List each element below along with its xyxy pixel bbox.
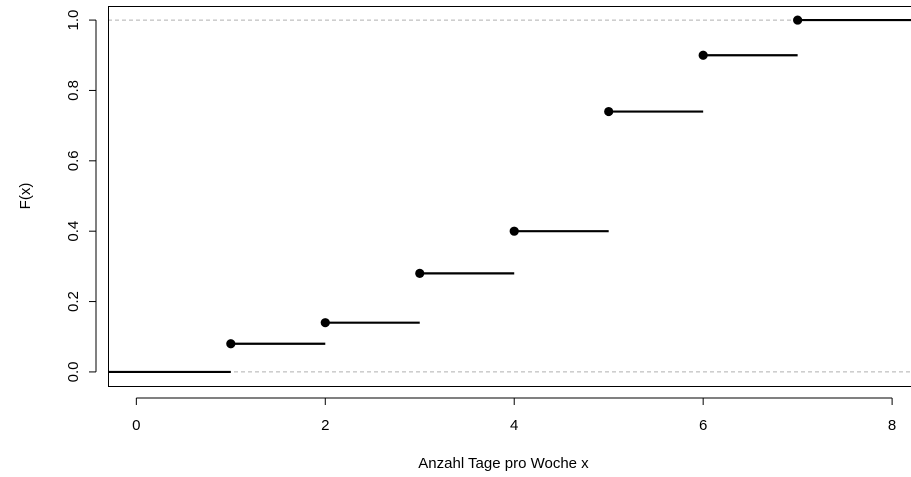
x-tick-label-1: 2: [321, 417, 329, 434]
step-point-6: [698, 50, 708, 60]
y-tick-label-1: 0.2: [65, 291, 82, 312]
x-tick-label-2: 4: [510, 417, 518, 434]
y-tick-label-3: 0.6: [65, 150, 82, 171]
step-point-4: [509, 226, 519, 236]
x-tick-label-4: 8: [888, 417, 896, 434]
y-axis-label: F(x): [17, 183, 34, 210]
x-axis: 0 2 4 6 8: [132, 397, 896, 434]
step-point-3: [415, 268, 425, 279]
reference-lines: [108, 19, 911, 373]
step-point-1: [226, 339, 236, 349]
step-point-7: [793, 15, 803, 25]
y-tick-label-4: 0.8: [65, 80, 82, 101]
x-axis-label: Anzahl Tage pro Woche x: [418, 455, 589, 472]
step-point-5: [604, 106, 614, 117]
plot-frame: [108, 6, 911, 387]
y-tick-label-2: 0.4: [65, 221, 82, 242]
y-axis: 0.0 0.2 0.4 0.6 0.8 1.0: [65, 10, 97, 382]
y-tick-label-0: 0.0: [65, 361, 82, 382]
y-tick-label-5: 1.0: [65, 10, 82, 31]
step-point-2: [320, 318, 330, 328]
step-series: [108, 15, 911, 374]
x-tick-label-0: 0: [132, 417, 140, 434]
x-tick-label-3: 6: [699, 417, 707, 434]
